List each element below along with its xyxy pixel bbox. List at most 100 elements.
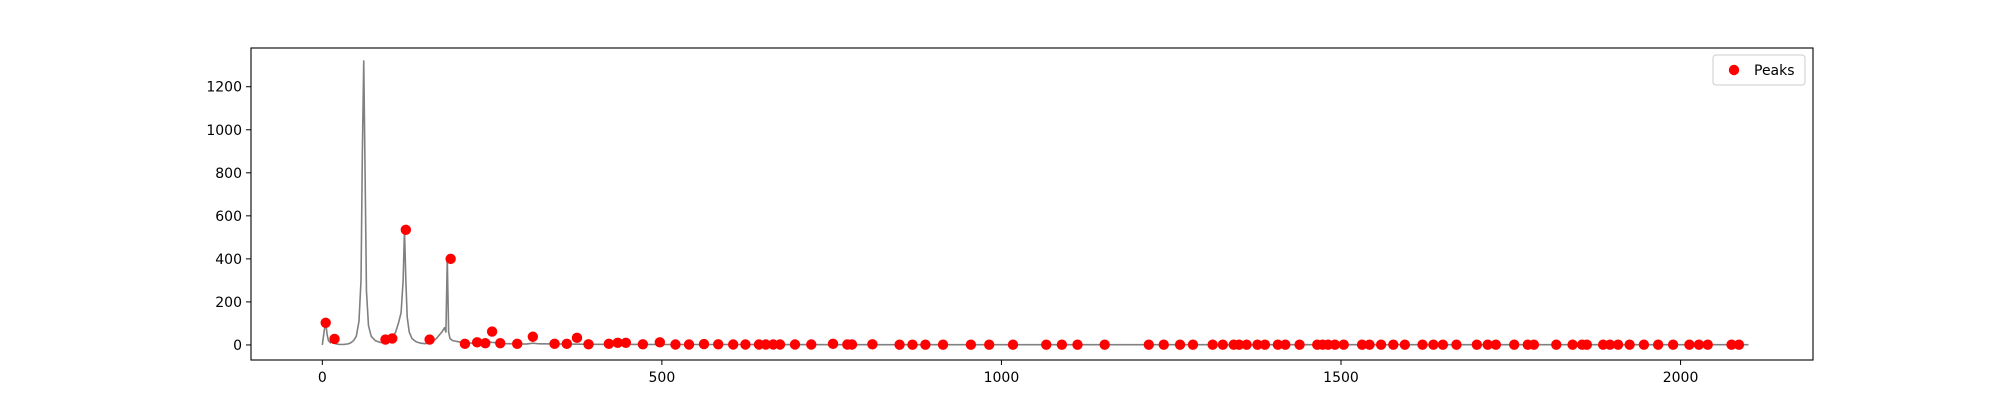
spectrum-line bbox=[321, 60, 1749, 346]
peak-marker bbox=[459, 338, 471, 350]
x-tick-label: 0 bbox=[318, 370, 327, 386]
peak-marker bbox=[740, 339, 751, 350]
peak-marker bbox=[1072, 339, 1083, 350]
y-tick-label: 400 bbox=[215, 252, 242, 268]
peak-marker bbox=[400, 224, 412, 236]
peak-marker bbox=[1451, 339, 1462, 350]
peak-marker bbox=[329, 333, 340, 345]
peak-marker bbox=[1272, 339, 1284, 350]
peak-marker bbox=[846, 339, 858, 350]
peak-marker bbox=[527, 331, 539, 342]
peak-marker bbox=[1652, 339, 1664, 350]
peak-marker bbox=[1702, 339, 1713, 350]
peak-marker bbox=[1329, 339, 1341, 350]
peak-marker bbox=[937, 339, 949, 350]
x-tick-label: 1000 bbox=[984, 370, 1020, 386]
peak-marker bbox=[571, 332, 583, 344]
peak-marker bbox=[1174, 339, 1186, 350]
peak-marker bbox=[603, 338, 615, 350]
peak-marker bbox=[1417, 339, 1428, 350]
y-tick-label: 200 bbox=[215, 295, 242, 311]
peak-marker bbox=[561, 338, 572, 350]
legend: Peaks bbox=[1712, 54, 1806, 86]
peak-marker bbox=[1581, 339, 1593, 350]
peak-marker bbox=[806, 339, 817, 350]
y-tick-label: 600 bbox=[215, 209, 242, 225]
peak-marker bbox=[1364, 339, 1375, 350]
peak-marker bbox=[1187, 339, 1199, 350]
peak-marker bbox=[486, 326, 498, 337]
peak-marker bbox=[1207, 339, 1218, 350]
peak-marker bbox=[1733, 339, 1745, 350]
peak-marker bbox=[774, 339, 786, 350]
peak-marker bbox=[1388, 339, 1399, 350]
peak-marker bbox=[1684, 339, 1695, 350]
peak-marker bbox=[583, 339, 594, 350]
peak-marker bbox=[1056, 339, 1068, 350]
legend-label: Peaks bbox=[1754, 63, 1795, 79]
peak-marker bbox=[320, 317, 331, 328]
peak-marker bbox=[387, 333, 398, 344]
peak-marker bbox=[1624, 339, 1635, 350]
peak-marker bbox=[894, 339, 905, 350]
peak-marker bbox=[549, 338, 560, 350]
plot-area bbox=[320, 60, 1749, 350]
peak-marker bbox=[1528, 339, 1540, 350]
peak-marker bbox=[1233, 339, 1245, 350]
peak-marker bbox=[1428, 339, 1439, 350]
peak-marker bbox=[1099, 339, 1110, 350]
peak-marker bbox=[612, 337, 623, 348]
y-tick-label: 0 bbox=[233, 338, 242, 354]
y-tick-label: 1000 bbox=[206, 123, 242, 139]
peak-marker bbox=[1241, 339, 1252, 350]
peak-marker bbox=[1356, 339, 1368, 350]
peak-marker bbox=[727, 339, 739, 350]
peak-marker bbox=[495, 338, 506, 349]
x-tick-label: 1500 bbox=[1323, 370, 1359, 386]
peak-marker bbox=[1471, 339, 1483, 350]
peak-marker bbox=[1143, 339, 1155, 350]
legend-box bbox=[1712, 54, 1806, 86]
peak-marker bbox=[637, 339, 649, 350]
peak-marker bbox=[867, 339, 878, 350]
peak-marker bbox=[512, 338, 523, 350]
peak-marker bbox=[1567, 339, 1578, 350]
peak-marker bbox=[1294, 339, 1305, 350]
peak-marker bbox=[620, 337, 632, 348]
peak-marker bbox=[1667, 339, 1679, 350]
peak-marker bbox=[965, 339, 977, 350]
peak-marker bbox=[1007, 339, 1019, 350]
peak-marker bbox=[670, 339, 681, 350]
legend-peak-marker bbox=[1728, 64, 1740, 76]
peak-marker bbox=[683, 339, 695, 350]
peak-marker bbox=[1338, 339, 1349, 350]
peak-marker bbox=[1693, 339, 1705, 350]
x-tick-label: 2000 bbox=[1663, 370, 1699, 386]
peak-marker bbox=[445, 253, 456, 265]
peak-marker bbox=[789, 339, 801, 350]
peak-marker bbox=[760, 339, 771, 350]
peak-marker bbox=[1437, 339, 1449, 350]
peak-marker bbox=[907, 339, 918, 350]
peak-marker bbox=[1604, 339, 1616, 350]
peak-marker bbox=[1638, 339, 1650, 350]
peak-marker bbox=[1490, 339, 1502, 350]
peak-marker bbox=[1252, 339, 1263, 350]
x-tick-label: 500 bbox=[649, 370, 676, 386]
peak-marker bbox=[1612, 339, 1624, 350]
peak-marker bbox=[1482, 339, 1493, 350]
peak-marker bbox=[827, 338, 839, 350]
peak-marker bbox=[984, 339, 995, 350]
peak-marker bbox=[1217, 339, 1229, 350]
axes: 0 500 1000 1500 2000 0 200 400 600 800 1000 1200 bbox=[206, 47, 1814, 386]
peak-marker bbox=[698, 338, 710, 350]
y-tick-label: 800 bbox=[215, 166, 242, 182]
peak-marker bbox=[713, 339, 724, 350]
peak-marker bbox=[1158, 339, 1169, 350]
peak-marker bbox=[1280, 339, 1291, 350]
peak-marker bbox=[424, 334, 435, 345]
peak-marker bbox=[1259, 339, 1271, 350]
peak-marker bbox=[471, 337, 483, 348]
y-tick-label: 1200 bbox=[206, 80, 242, 96]
